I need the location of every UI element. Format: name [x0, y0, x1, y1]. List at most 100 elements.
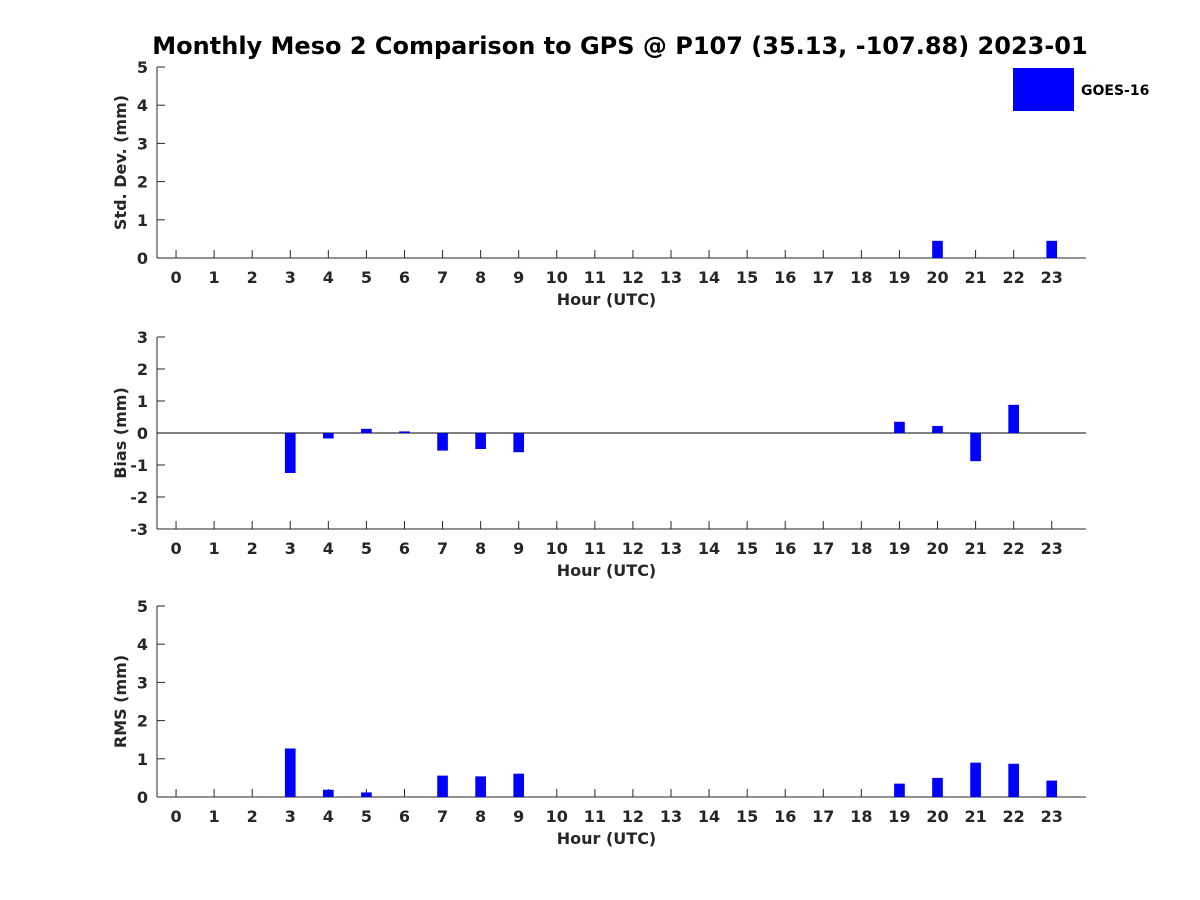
x-tick-label: 19 [888, 539, 910, 558]
bar-hour-21 [970, 433, 981, 462]
x-axis-label: Hour (UTC) [557, 561, 657, 580]
bar-hour-5 [361, 792, 372, 797]
x-tick-label: 23 [1041, 539, 1063, 558]
bar-hour-23 [1046, 240, 1058, 258]
x-tick-label: 0 [170, 807, 181, 826]
x-tick-label: 20 [926, 268, 948, 287]
x-tick-label: 11 [584, 539, 606, 558]
bar-hour-5 [361, 428, 372, 433]
x-tick-label: 8 [475, 539, 486, 558]
x-tick-label: 18 [850, 807, 872, 826]
bar-hour-6 [399, 431, 410, 433]
x-tick-label: 19 [888, 807, 910, 826]
y-tick-label: 0 [137, 424, 148, 443]
x-tick-label: 7 [437, 807, 448, 826]
x-tick-label: 12 [622, 268, 644, 287]
y-tick-label: 0 [137, 788, 148, 807]
x-tick-label: 11 [584, 807, 606, 826]
x-tick-label: 14 [698, 539, 720, 558]
x-tick-label: 22 [1003, 268, 1025, 287]
bar-hour-4 [323, 789, 334, 797]
bar-hour-9 [513, 433, 525, 453]
x-tick-label: 12 [622, 807, 644, 826]
x-tick-label: 6 [399, 268, 410, 287]
x-tick-label: 4 [323, 807, 334, 826]
x-tick-label: 10 [546, 807, 568, 826]
x-tick-label: 10 [546, 539, 568, 558]
x-tick-label: 3 [285, 539, 296, 558]
x-tick-label: 9 [513, 268, 524, 287]
x-tick-label: 7 [437, 268, 448, 287]
x-tick-label: 16 [774, 268, 796, 287]
x-axis-label: Hour (UTC) [557, 829, 657, 848]
x-tick-label: 17 [812, 807, 834, 826]
x-tick-label: 11 [584, 268, 606, 287]
y-tick-label: 1 [137, 392, 148, 411]
x-tick-label: 12 [622, 539, 644, 558]
y-axis-label: RMS (mm) [111, 655, 130, 748]
x-tick-label: 17 [812, 539, 834, 558]
x-tick-label: 13 [660, 268, 682, 287]
x-tick-label: 6 [399, 539, 410, 558]
x-tick-label: 4 [323, 268, 334, 287]
bar-hour-21 [970, 762, 981, 797]
y-tick-label: 1 [137, 211, 148, 230]
x-tick-label: 15 [736, 268, 758, 287]
y-tick-label: -2 [130, 488, 148, 507]
y-axis-label: Bias (mm) [111, 387, 130, 479]
y-tick-label: 3 [137, 673, 148, 692]
x-tick-label: 15 [736, 807, 758, 826]
x-tick-label: 8 [475, 807, 486, 826]
x-tick-label: 19 [888, 268, 910, 287]
y-tick-label: 3 [137, 134, 148, 153]
x-tick-label: 14 [698, 807, 720, 826]
x-tick-label: 2 [247, 539, 258, 558]
bar-hour-19 [894, 783, 905, 797]
x-tick-label: 18 [850, 268, 872, 287]
x-tick-label: 23 [1041, 268, 1063, 287]
bar-hour-20 [932, 777, 943, 797]
y-tick-label: 4 [137, 635, 148, 654]
x-tick-label: 17 [812, 268, 834, 287]
bar-hour-8 [475, 433, 486, 449]
x-tick-label: 5 [361, 268, 372, 287]
x-tick-label: 1 [209, 539, 220, 558]
x-tick-label: 21 [964, 268, 986, 287]
x-axis-label: Hour (UTC) [557, 290, 657, 309]
bar-hour-7 [437, 775, 448, 797]
x-tick-label: 0 [170, 268, 181, 287]
x-tick-label: 5 [361, 539, 372, 558]
bar-hour-20 [932, 240, 943, 258]
x-tick-label: 2 [247, 807, 258, 826]
x-tick-label: 16 [774, 539, 796, 558]
x-tick-label: 20 [926, 539, 948, 558]
bar-hour-23 [1046, 780, 1058, 797]
y-tick-label: 1 [137, 750, 148, 769]
bar-hour-4 [323, 433, 334, 439]
y-tick-label: 4 [137, 96, 148, 115]
x-tick-label: 6 [399, 807, 410, 826]
x-tick-label: 13 [660, 807, 682, 826]
y-tick-label: 5 [137, 597, 148, 616]
y-tick-label: 2 [137, 173, 148, 192]
x-tick-label: 21 [964, 539, 986, 558]
x-tick-label: 7 [437, 539, 448, 558]
x-tick-label: 1 [209, 807, 220, 826]
x-tick-label: 16 [774, 807, 796, 826]
y-tick-label: 5 [137, 58, 148, 77]
figure-title: Monthly Meso 2 Comparison to GPS @ P107 … [152, 32, 1087, 60]
x-tick-label: 8 [475, 268, 486, 287]
legend: GOES-16 [1013, 68, 1149, 111]
x-tick-label: 0 [170, 539, 181, 558]
legend-swatch [1013, 68, 1074, 111]
x-tick-label: 9 [513, 807, 524, 826]
x-tick-label: 21 [964, 807, 986, 826]
x-tick-label: 3 [285, 268, 296, 287]
y-axis-label: Std. Dev. (mm) [111, 95, 130, 230]
